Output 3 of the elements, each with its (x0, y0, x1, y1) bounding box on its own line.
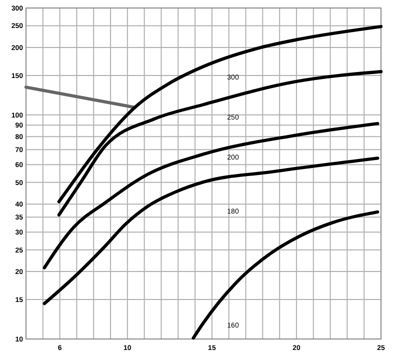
line-series (42, 122, 380, 270)
line-series (192, 210, 380, 340)
line-series (42, 156, 380, 306)
